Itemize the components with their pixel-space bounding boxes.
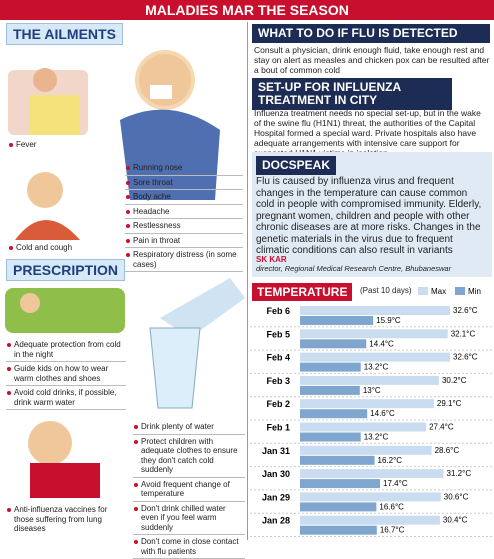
bar bbox=[300, 479, 381, 489]
value-label: 29.1°C bbox=[437, 399, 462, 408]
symptom-list: Running nose Sore throat Body ache Headache… bbox=[125, 161, 243, 272]
ailment-illustrations bbox=[8, 50, 220, 240]
list-item: Running nose bbox=[125, 161, 243, 176]
bar bbox=[300, 502, 377, 512]
value-label: 16.2°C bbox=[378, 456, 403, 465]
setup-text: Influenza treatment needs no special set… bbox=[254, 108, 481, 158]
list-item: Restlessness bbox=[125, 219, 243, 234]
prescription-right: Drink plenty of water Protect children wi… bbox=[133, 420, 245, 559]
bar bbox=[300, 422, 427, 432]
value-label: 13°C bbox=[363, 386, 381, 395]
category-label: Jan 31 bbox=[262, 446, 290, 456]
bar bbox=[300, 329, 448, 339]
value-label: 14.4°C bbox=[369, 339, 394, 348]
category-label: Jan 30 bbox=[262, 469, 290, 479]
bar bbox=[300, 455, 375, 465]
divider bbox=[247, 22, 248, 540]
value-label: 13.2°C bbox=[364, 433, 389, 442]
value-label: 28.6°C bbox=[435, 446, 460, 455]
legend-label: Max bbox=[431, 287, 446, 296]
bar bbox=[300, 306, 450, 315]
chart-subtitle: (Past 10 days) bbox=[360, 286, 412, 295]
prescription-illustrations bbox=[5, 278, 245, 498]
list-item: Drink plenty of water bbox=[133, 420, 245, 435]
cold-label: Cold and cough bbox=[8, 243, 72, 252]
vaccine-note: Anti-influenza vaccines for those suffer… bbox=[6, 505, 126, 534]
legend-swatch bbox=[455, 287, 465, 295]
list-item: Don't come in close contact with flu pat… bbox=[133, 535, 245, 559]
value-label: 13.2°C bbox=[364, 363, 389, 372]
bar bbox=[300, 409, 368, 419]
prescription-left: Adequate protection from cold in the nig… bbox=[6, 338, 126, 410]
list-item: Protect children with adequate clothes t… bbox=[133, 435, 245, 478]
list-item: Avoid frequent change of temperature bbox=[133, 478, 245, 502]
category-label: Feb 4 bbox=[266, 353, 290, 363]
list-item: Adequate protection from cold in the nig… bbox=[6, 338, 126, 362]
bar bbox=[300, 362, 361, 372]
bar bbox=[300, 515, 440, 525]
category-label: Feb 5 bbox=[266, 329, 290, 339]
list-item: Pain in throat bbox=[125, 234, 243, 248]
value-label: 16.6°C bbox=[379, 502, 404, 511]
bar bbox=[300, 385, 360, 395]
category-label: Jan 29 bbox=[262, 492, 290, 502]
bar bbox=[300, 492, 441, 502]
category-label: Feb 6 bbox=[266, 306, 290, 316]
bar bbox=[300, 352, 450, 362]
category-label: Feb 2 bbox=[266, 399, 290, 409]
value-label: 32.6°C bbox=[453, 306, 478, 315]
legend-label: Min bbox=[468, 287, 481, 296]
value-label: 16.7°C bbox=[380, 526, 405, 535]
value-label: 32.6°C bbox=[453, 353, 478, 362]
value-label: 15.9°C bbox=[376, 316, 401, 325]
bar bbox=[300, 399, 434, 409]
list-item: Sore throat bbox=[125, 176, 243, 190]
fever-label: Fever bbox=[8, 140, 36, 149]
bar bbox=[300, 432, 361, 442]
value-label: 30.2°C bbox=[442, 376, 467, 385]
category-label: Feb 1 bbox=[266, 423, 290, 433]
value-label: 30.6°C bbox=[444, 492, 469, 501]
list-item: Avoid cold drinks, if possible, drink wa… bbox=[6, 386, 126, 410]
doc-role: director, Regional Medical Research Cent… bbox=[256, 264, 452, 273]
chart-title: TEMPERATURE bbox=[252, 283, 353, 301]
list-item: Respiratory distress (in some cases) bbox=[125, 248, 243, 272]
docspeak-heading: DOCSPEAK bbox=[256, 156, 337, 175]
ailments-heading: THE AILMENTS bbox=[6, 23, 123, 45]
value-label: 30.4°C bbox=[443, 516, 468, 525]
setup-heading: SET-UP FOR INFLUENZA TREATMENT IN CITY bbox=[252, 78, 452, 110]
list-item: Guide kids on how to wear warm clothes a… bbox=[6, 362, 126, 386]
value-label: 27.4°C bbox=[429, 423, 454, 432]
docspeak-text: Flu is caused by influenza virus and fre… bbox=[256, 176, 482, 256]
prescription-heading: PRESCRIPTION bbox=[6, 259, 126, 281]
bar bbox=[300, 339, 367, 349]
value-label: 32.1°C bbox=[451, 329, 476, 338]
list-item: Headache bbox=[125, 205, 243, 219]
page-title: MALADIES MAR THE SEASON bbox=[0, 0, 494, 20]
flu-text: Consult a physician, drink enough fluid,… bbox=[254, 45, 490, 75]
chart: Max Min Feb 6 32.6°C 15.9°C Feb 5 32.1°C 14.4°C… bbox=[250, 287, 494, 537]
bar bbox=[300, 375, 439, 385]
flu-heading: WHAT TO DO IF FLU IS DETECTED bbox=[252, 24, 490, 43]
category-label: Jan 28 bbox=[262, 516, 290, 526]
value-label: 31.2°C bbox=[447, 469, 472, 478]
docspeak-box: DOCSPEAK Flu is caused by influenza viru… bbox=[252, 152, 492, 277]
bar bbox=[300, 469, 444, 479]
doc-name: SK KAR bbox=[256, 255, 287, 264]
bar bbox=[300, 525, 377, 535]
legend-swatch bbox=[418, 287, 428, 295]
bar bbox=[300, 316, 374, 325]
bar bbox=[300, 445, 432, 455]
category-label: Feb 3 bbox=[266, 376, 290, 386]
list-item: Body ache bbox=[125, 190, 243, 205]
value-label: 17.4°C bbox=[383, 479, 408, 488]
list-item: Don't drink chilled water even if you fe… bbox=[133, 502, 245, 535]
value-label: 14.6°C bbox=[370, 409, 395, 418]
